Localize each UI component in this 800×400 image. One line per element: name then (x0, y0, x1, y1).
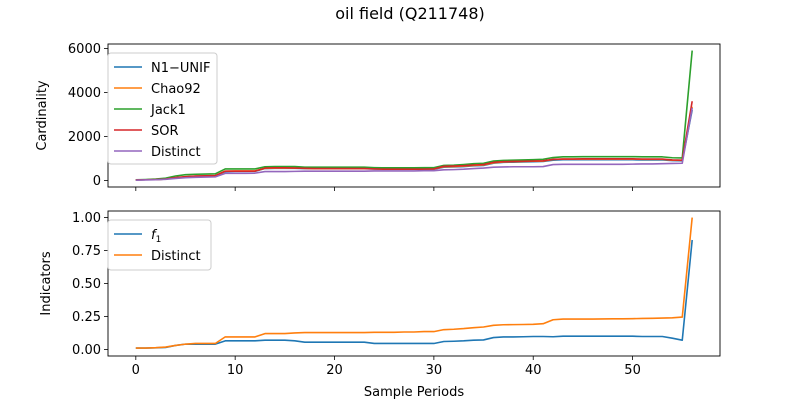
y-tick-label: 0.00 (72, 343, 101, 358)
x-tick-label: 50 (624, 363, 641, 378)
y-tick-label: 0.25 (72, 310, 101, 325)
legend-label: Distinct (151, 145, 201, 160)
y-tick-label: 0 (93, 174, 101, 189)
chart-title: oil field (Q211748) (335, 4, 485, 23)
cardinality-panel: 0 2000 4000 6000 Cardinality N1−UNIF Chao92 Jac… (35, 42, 721, 191)
series-line-0-2 (135, 50, 693, 181)
y-tick-label: 4000 (68, 86, 101, 101)
y-axis-label: Cardinality (35, 80, 50, 151)
legend-label: N1−UNIF (151, 61, 210, 76)
y-tick-label: 0.50 (72, 277, 101, 292)
x-tick-label: 40 (525, 363, 542, 378)
y-tick-label: 0.75 (72, 244, 101, 259)
series-line-1-1 (135, 217, 693, 349)
legend-label: Chao92 (151, 82, 201, 97)
x-tick-label: 10 (227, 363, 244, 378)
y-tick-label: 2000 (68, 130, 101, 145)
legend: f1 Distinct (107, 219, 212, 271)
legend: N1−UNIF Chao92 Jack1 SOR Distinct (107, 52, 218, 165)
x-tick-label: 20 (326, 363, 343, 378)
series-line-0-3 (135, 101, 693, 181)
y-tick-label: 1.00 (72, 211, 101, 226)
legend-label: Jack1 (150, 103, 186, 118)
x-tick-label: 0 (132, 363, 140, 378)
legend-label: SOR (151, 124, 179, 139)
x-tick-label: 30 (426, 363, 443, 378)
series-line-0-4 (135, 107, 693, 181)
indicators-panel: 0 10 20 30 40 50 0.00 0.25 0.50 0.75 1.00 Indicator… (39, 210, 721, 400)
legend-box (107, 52, 218, 165)
x-axis-label: Sample Periods (364, 385, 464, 400)
y-tick-label: 6000 (68, 42, 101, 57)
legend-label: f1 (151, 228, 161, 245)
y-axis-label: Indicators (39, 251, 54, 315)
series-line-1-0 (135, 239, 693, 349)
legend-label: Distinct (151, 249, 201, 264)
legend-box (107, 219, 212, 271)
